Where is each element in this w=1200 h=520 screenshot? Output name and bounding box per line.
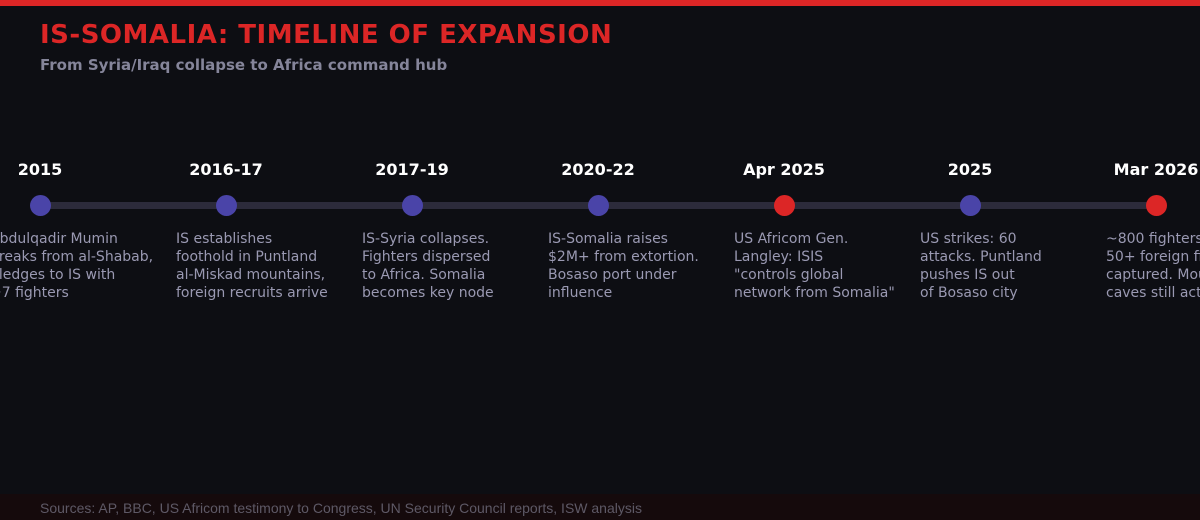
event-description-line: foothold in Puntland <box>176 249 318 265</box>
event-description-line: of Bosaso city <box>920 285 1018 301</box>
event-description-line: caves still active <box>1106 285 1200 301</box>
event-description-line: breaks from al-Shabab, <box>0 249 154 265</box>
event-marker <box>215 195 237 216</box>
event-marker <box>29 195 51 216</box>
event-description-line: 50+ foreign fighters <box>1106 249 1200 265</box>
event-description-line: pushes IS out <box>920 267 1015 283</box>
event-date: 2017-19 <box>375 160 449 179</box>
event-description-line: Langley: ISIS <box>734 249 824 265</box>
event-description: US Africom Gen. Langley: ISIS "controls gl… <box>734 230 895 302</box>
footer: Sources: AP, BBC, US Africom testimony t… <box>0 494 1200 520</box>
page-title: IS-SOMALIA: TIMELINE OF EXPANSION <box>40 20 613 50</box>
event-description-line: Abdulqadir Mumin <box>0 231 118 247</box>
event-description-line: al-Miskad mountains, <box>176 267 326 283</box>
event-description: Abdulqadir Mumin breaks from al-Shabab, pl… <box>0 230 153 302</box>
event-description-line: ~800 fighters, <box>1106 231 1200 247</box>
event-marker <box>401 195 423 216</box>
event-description-line: pledges to IS with <box>0 267 116 283</box>
event-description-line: network from Somalia" <box>734 285 895 301</box>
event-date: 2015 <box>17 160 63 179</box>
sources-text: Sources: AP, BBC, US Africom testimony t… <box>40 500 642 516</box>
event-description-line: to Africa. Somalia <box>362 267 486 283</box>
event-date: 2025 <box>947 160 993 179</box>
event-description-line: IS-Syria collapses. <box>362 231 490 247</box>
event-marker <box>587 195 609 216</box>
event-description-line: influence <box>548 285 613 301</box>
event-description-line: becomes key node <box>362 285 494 301</box>
event-description-line: IS-Somalia raises <box>548 231 668 247</box>
event-marker-highlight <box>773 195 795 216</box>
event-date: 2016-17 <box>189 160 263 179</box>
event-description: IS-Somalia raises $2M+ from extortion. Bos… <box>548 230 699 302</box>
event-date: 2020-22 <box>561 160 635 179</box>
event-description-line: US Africom Gen. <box>734 231 849 247</box>
event-description: ~800 fighters, 50+ foreign fighters captur… <box>1106 230 1200 302</box>
event-description-line: Bosaso port under <box>548 267 677 283</box>
event-description: US strikes: 60 attacks. Puntland pushes IS… <box>920 230 1042 302</box>
event-description-line: US strikes: 60 <box>920 231 1017 247</box>
event-marker-highlight <box>1145 195 1167 216</box>
event-description-line: captured. Mountain <box>1106 267 1200 283</box>
event-date: Apr 2025 <box>743 160 825 179</box>
event-description: IS establishes foothold in Puntland al-Mis… <box>176 230 328 302</box>
event-description-line: ~7 fighters <box>0 285 69 301</box>
event-date: Mar 2026 <box>1113 160 1199 179</box>
event-marker <box>959 195 981 216</box>
event-description-line: IS establishes <box>176 231 273 247</box>
event-description-line: foreign recruits arrive <box>176 285 328 301</box>
top-accent-bar <box>0 0 1200 6</box>
event-description-line: attacks. Puntland <box>920 249 1042 265</box>
event-description-line: $2M+ from extortion. <box>548 249 699 265</box>
event-description-line: Fighters dispersed <box>362 249 491 265</box>
event-description: IS-Syria collapses. Fighters dispersed to … <box>362 230 494 302</box>
page-subtitle: From Syria/Iraq collapse to Africa comma… <box>40 56 448 74</box>
event-description-line: "controls global <box>734 267 844 283</box>
